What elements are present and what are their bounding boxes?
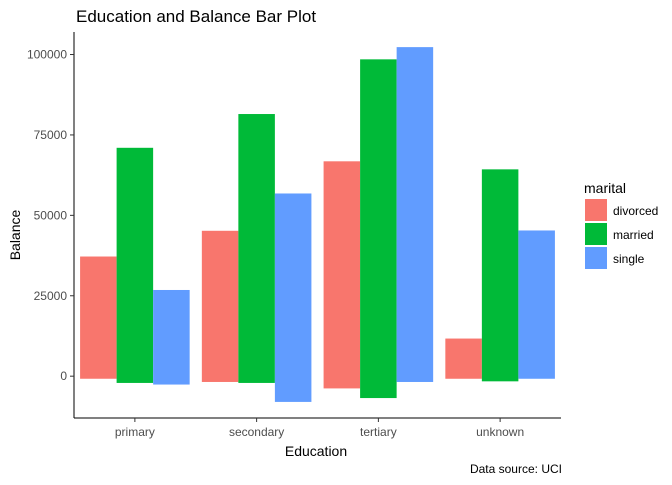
bar-secondary-divorced (201, 230, 239, 382)
legend-label-married: married (613, 228, 654, 242)
legend-label-single: single (613, 252, 645, 266)
bar-secondary-married (238, 114, 275, 383)
x-tick-label: tertiary (360, 425, 397, 439)
legend-key-married (585, 223, 607, 245)
bar-primary-married (116, 147, 154, 383)
bar-tertiary-single (396, 47, 434, 382)
bar-unknown-divorced (445, 338, 482, 379)
y-tick-label: 0 (60, 369, 67, 383)
legend-title: marital (584, 180, 626, 196)
legend-key-divorced (585, 199, 607, 221)
x-axis-label: Education (285, 443, 347, 459)
caption: Data source: UCI (470, 462, 562, 476)
y-tick-label: 50000 (34, 208, 68, 222)
bar-unknown-single (518, 230, 555, 379)
x-tick-label: unknown (476, 425, 524, 439)
legend-key-single (585, 247, 607, 269)
y-tick-label: 100000 (27, 48, 67, 62)
y-axis: 0 25000 50000 75000 100000 (27, 32, 75, 418)
bar-tertiary-married (360, 59, 397, 399)
bar-primary-single (153, 289, 190, 385)
bar-tertiary-divorced (323, 161, 361, 389)
y-tick-label: 75000 (34, 128, 68, 142)
x-tick-label: primary (115, 425, 155, 439)
bar-unknown-married (481, 169, 519, 382)
x-tick-label: secondary (229, 425, 284, 439)
y-axis-label: Balance (7, 209, 23, 260)
legend: marital divorced married single (584, 180, 658, 269)
bar-secondary-single (274, 193, 312, 402)
y-tick-label: 25000 (34, 289, 68, 303)
legend-label-divorced: divorced (613, 204, 658, 218)
chart-title: Education and Balance Bar Plot (76, 7, 316, 26)
x-axis: primary secondary tertiary unknown (74, 417, 561, 439)
plot-area (80, 47, 555, 402)
bar-primary-divorced (80, 256, 117, 379)
